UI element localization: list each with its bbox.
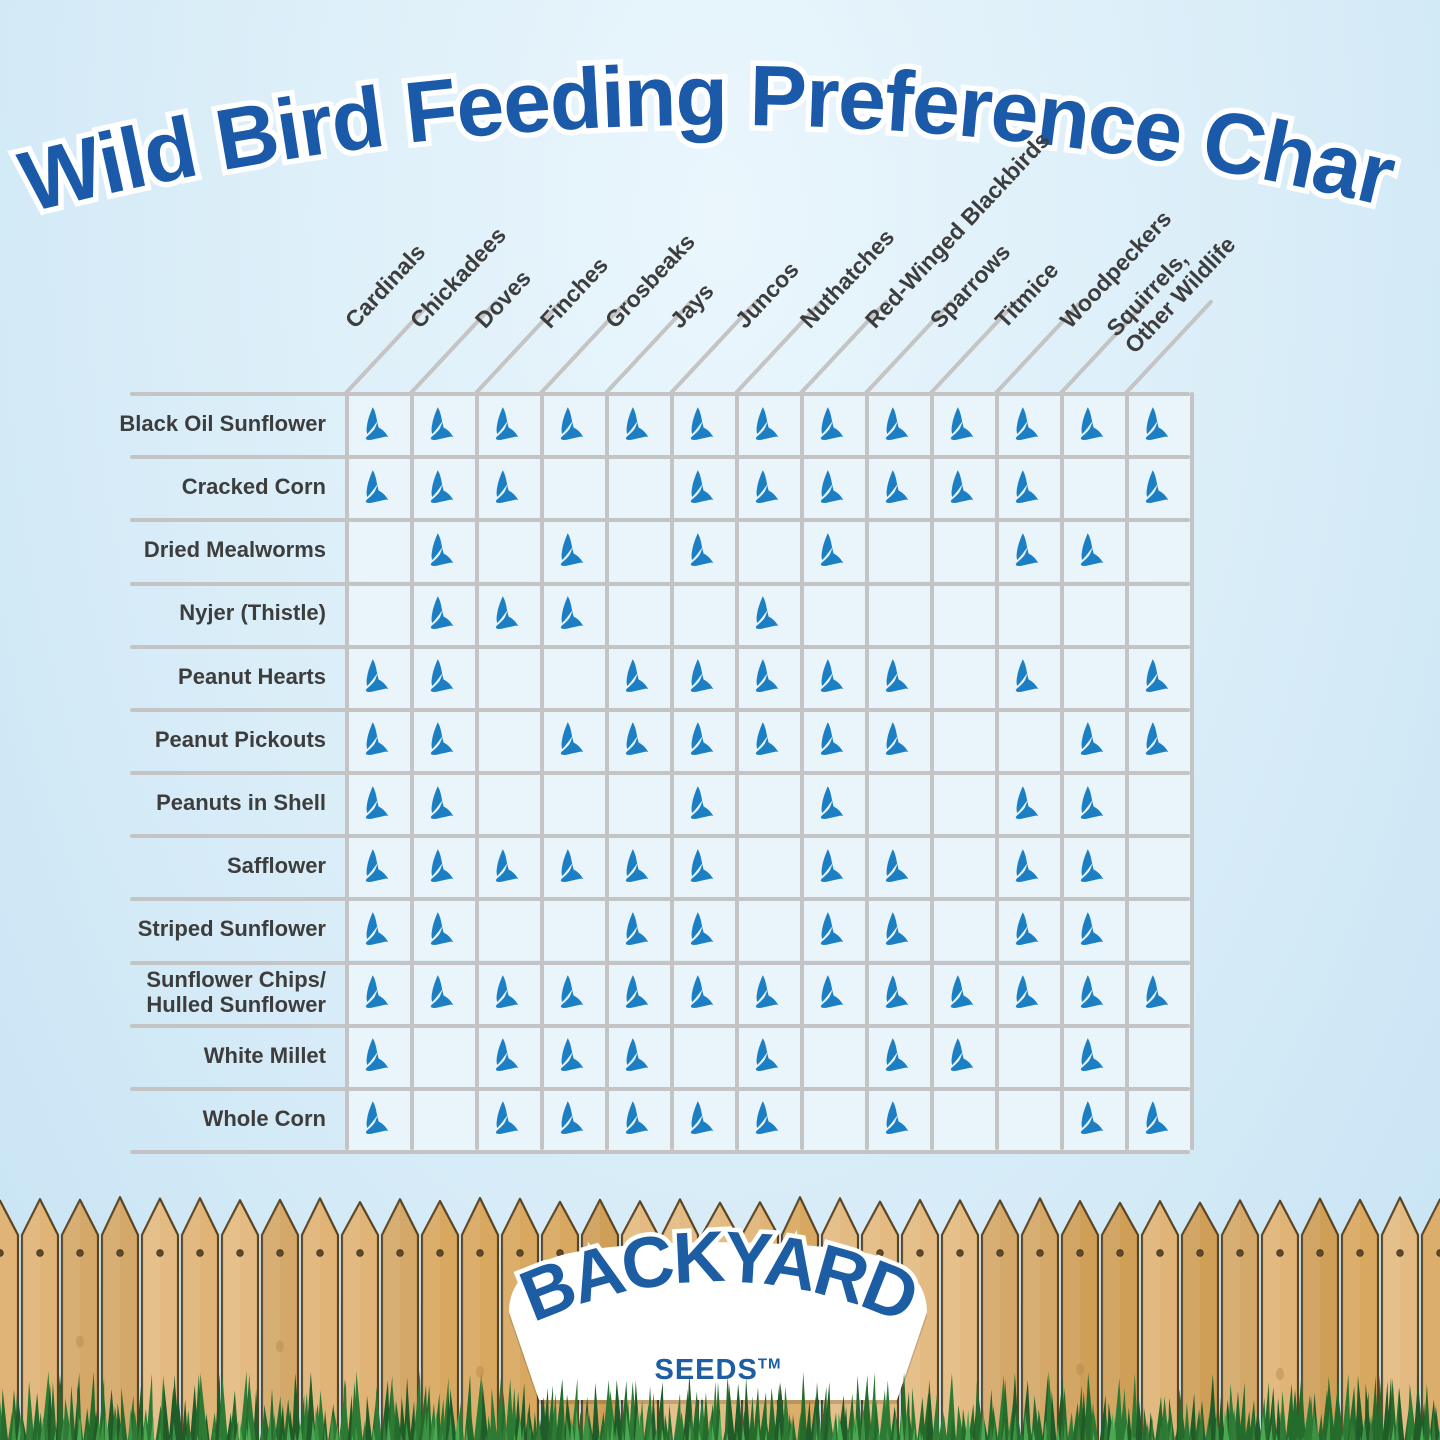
- svg-text:BACKYARD: BACKYARD: [510, 1224, 927, 1337]
